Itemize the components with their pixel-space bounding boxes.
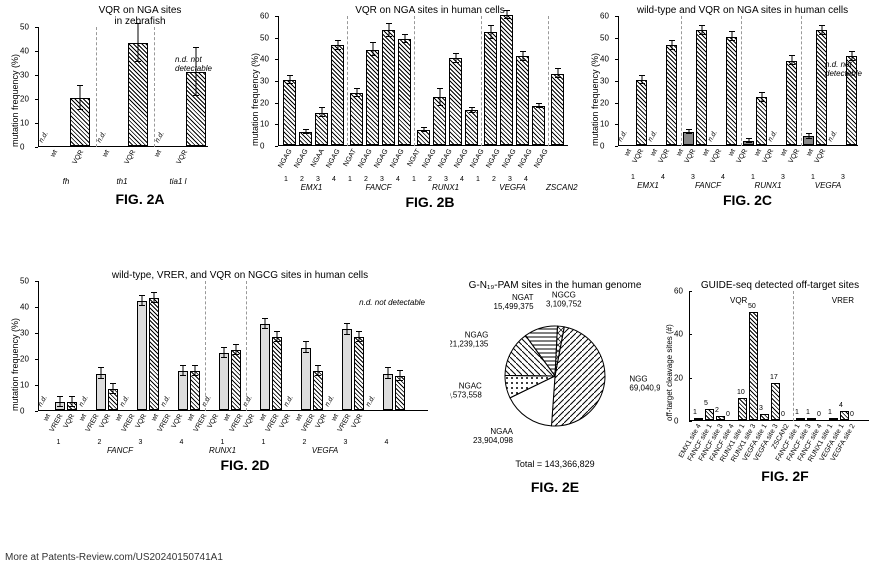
fig-a-ylabel: mutation frequency (%)	[10, 27, 20, 147]
fig-c-chart: n.d.n.d.n.d.n.d.n.d.	[618, 16, 858, 146]
fig-f-label: FIG. 2F	[695, 468, 875, 484]
footer-text: More at Patents-Review.com/US20240150741…	[5, 552, 223, 563]
fig-a-nd-legend: n.d. not detectable	[175, 55, 235, 73]
fig-f-title: GUIDE-seq detected off-target sites	[685, 280, 875, 291]
fig-b-chart	[278, 16, 568, 146]
fig-2d: wild-type, VRER, and VQR on NGCG sites i…	[10, 270, 440, 473]
fig-f-ylabel: off-target cleavage sites (#)	[665, 291, 674, 421]
fig-b-ylabel: mutation frequency (%)	[250, 16, 260, 146]
fig-e-title: G-N₁₉-PAM sites in the human genome	[450, 280, 660, 291]
svg-text:NGCG: NGCG	[552, 291, 576, 300]
fig-e-pie: NGCG3,109,752 NGG69,040,911 NGAA23,904,098…	[450, 291, 660, 451]
fig-c-ylabel: mutation frequency (%)	[590, 16, 600, 146]
fig-a-chart: n.d.n.d.n.d.	[38, 27, 208, 147]
svg-text:3,109,752: 3,109,752	[546, 300, 582, 309]
fig-d-ylabel: mutation frequency (%)	[10, 281, 20, 411]
svg-text:NGAG: NGAG	[465, 331, 489, 340]
fig-e-total: Total = 143,366,829	[450, 459, 660, 469]
svg-text:NGAT: NGAT	[512, 293, 534, 302]
fig-a-label: FIG. 2A	[50, 191, 230, 207]
fig-c-nd-legend: n.d. not detectable	[825, 60, 880, 78]
svg-text:NGAC: NGAC	[459, 381, 482, 390]
svg-text:NGAA: NGAA	[490, 427, 513, 436]
svg-text:21,239,135: 21,239,135	[450, 340, 489, 349]
fig-2f: GUIDE-seq detected off-target sites off-…	[665, 280, 875, 484]
fig-b-label: FIG. 2B	[280, 194, 580, 210]
fig-b-title: VQR on NGA sites in human cells	[280, 5, 580, 16]
fig-2e: G-N₁₉-PAM sites in the human genome NGCG…	[450, 280, 660, 495]
fig-f-chart: 152010503170110140VQRVRER	[689, 291, 869, 421]
svg-text:NGG: NGG	[629, 375, 647, 384]
fig-c-label: FIG. 2C	[620, 192, 875, 208]
svg-text:10,573,558: 10,573,558	[450, 390, 482, 399]
svg-text:69,040,911: 69,040,911	[629, 384, 660, 393]
fig-a-title: VQR on NGA sites in zebrafish	[50, 5, 230, 27]
fig-2b: VQR on NGA sites in human cells mutation…	[250, 5, 580, 210]
fig-2a: VQR on NGA sites in zebrafish mutation f…	[10, 5, 230, 207]
fig-c-title: wild-type and VQR on NGA sites in human …	[610, 5, 875, 16]
fig-d-title: wild-type, VRER, and VQR on NGCG sites i…	[40, 270, 440, 281]
svg-text:15,499,375: 15,499,375	[494, 302, 535, 311]
fig-2c: wild-type and VQR on NGA sites in human …	[590, 5, 875, 208]
fig-d-label: FIG. 2D	[50, 457, 440, 473]
fig-d-nd-legend: n.d. not detectable	[359, 298, 425, 307]
svg-text:23,904,098: 23,904,098	[473, 436, 514, 445]
fig-e-label: FIG. 2E	[450, 479, 660, 495]
